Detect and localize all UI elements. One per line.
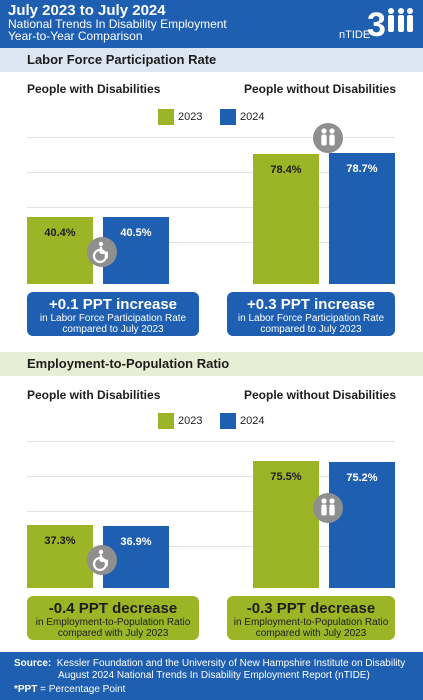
bar-2024: 75.2% — [329, 461, 395, 588]
svg-text:nTIDE: nTIDE — [339, 29, 370, 41]
ntide-logo: nTIDE 3 — [339, 6, 413, 44]
legend-label: 2023 — [178, 111, 203, 123]
page-title: July 2023 to July 2024 — [8, 2, 166, 19]
callout-headline: +0.1 PPT increase — [49, 296, 177, 313]
callout-headline: -0.4 PPT decrease — [48, 600, 178, 617]
gridline — [27, 476, 395, 477]
callout-box: +0.1 PPT increase in Labor Force Partici… — [27, 292, 199, 336]
callout-box: +0.3 PPT increase in Labor Force Partici… — [227, 292, 395, 336]
page-subtitle: National Trends In Disability Employment — [8, 17, 227, 31]
bar-data-label: 78.4% — [270, 163, 302, 176]
bar-2023: 37.3% — [27, 525, 93, 588]
legend-swatch-2024 — [220, 413, 236, 429]
gridline — [27, 172, 395, 173]
source-label: Source: — [14, 658, 52, 669]
bar-data-label: 40.5% — [120, 226, 152, 239]
footer: Source: Kessler Foundation and the Unive… — [0, 652, 423, 700]
callout-text: in Employment-to-Population Ratio — [233, 617, 389, 628]
callout-headline: +0.3 PPT increase — [247, 296, 375, 313]
legend-label: 2023 — [178, 415, 203, 427]
callout-text: compared to July 2023 — [260, 324, 362, 335]
ppt-text: = Percentage Point — [37, 684, 126, 695]
source-text: Kessler Foundation and the University of… — [56, 658, 406, 669]
bar-2023: 40.4% — [27, 216, 93, 284]
bar-data-label: 75.5% — [270, 471, 302, 484]
wheelchair-icon — [87, 236, 117, 267]
callout-text: compared with July 2023 — [255, 628, 367, 639]
callout-box: -0.3 PPT decrease in Employment-to-Popul… — [227, 596, 395, 640]
bar-data-label: 40.4% — [44, 226, 76, 239]
bar-data-label: 36.9% — [120, 536, 152, 548]
bar-data-label: 75.2% — [346, 471, 378, 484]
section-header-epop: Employment-to-Population Ratio — [0, 352, 423, 376]
gridline — [27, 546, 395, 547]
bar-data-label: 78.7% — [346, 163, 378, 176]
people-icon — [313, 123, 343, 154]
callout-text: in Employment-to-Population Ratio — [35, 617, 191, 628]
callout-headline: -0.3 PPT decrease — [246, 600, 376, 617]
callout-text: compared with July 2023 — [57, 628, 169, 639]
section-title: Labor Force Participation Rate — [27, 52, 217, 67]
page-subtitle-2: Year-to-Year Comparison — [8, 29, 143, 43]
bar-2023: 75.5% — [253, 461, 319, 588]
gridline — [27, 441, 395, 442]
callout-text: in Labor Force Participation Rate — [39, 313, 187, 324]
gridline — [27, 511, 395, 512]
group-title: People with Disabilities — [27, 388, 161, 402]
bar-data-label: 37.3% — [44, 535, 76, 548]
source-text-2: August 2024 National Trends In Disabilit… — [58, 670, 370, 681]
group-title: People without Disabilities — [244, 388, 397, 402]
legend-label: 2024 — [240, 111, 265, 123]
section-header-lfpr: Labor Force Participation Rate — [0, 48, 423, 72]
group-title: People without Disabilities — [244, 82, 397, 96]
ppt-label: *PPT — [14, 684, 38, 695]
group-title: People with Disabilities — [27, 82, 161, 96]
callout-box: -0.4 PPT decrease in Employment-to-Popul… — [27, 596, 199, 640]
svg-text:3: 3 — [367, 6, 386, 44]
gridline — [27, 242, 395, 243]
legend-swatch-2024 — [220, 109, 236, 125]
legend-swatch-2023 — [158, 109, 174, 125]
callout-text: in Labor Force Participation Rate — [237, 313, 385, 324]
wheelchair-icon — [87, 545, 117, 576]
section-title: Employment-to-Population Ratio — [27, 356, 230, 371]
legend-label: 2024 — [240, 415, 265, 427]
bar-2024: 78.7% — [329, 153, 395, 284]
gridline — [27, 207, 395, 208]
legend-swatch-2023 — [158, 413, 174, 429]
callout-text: compared to July 2023 — [62, 324, 164, 335]
bar-2023: 78.4% — [253, 153, 319, 284]
gridline — [27, 137, 395, 138]
header-banner: July 2023 to July 2024 National Trends I… — [0, 0, 423, 48]
people-icon — [313, 493, 343, 524]
